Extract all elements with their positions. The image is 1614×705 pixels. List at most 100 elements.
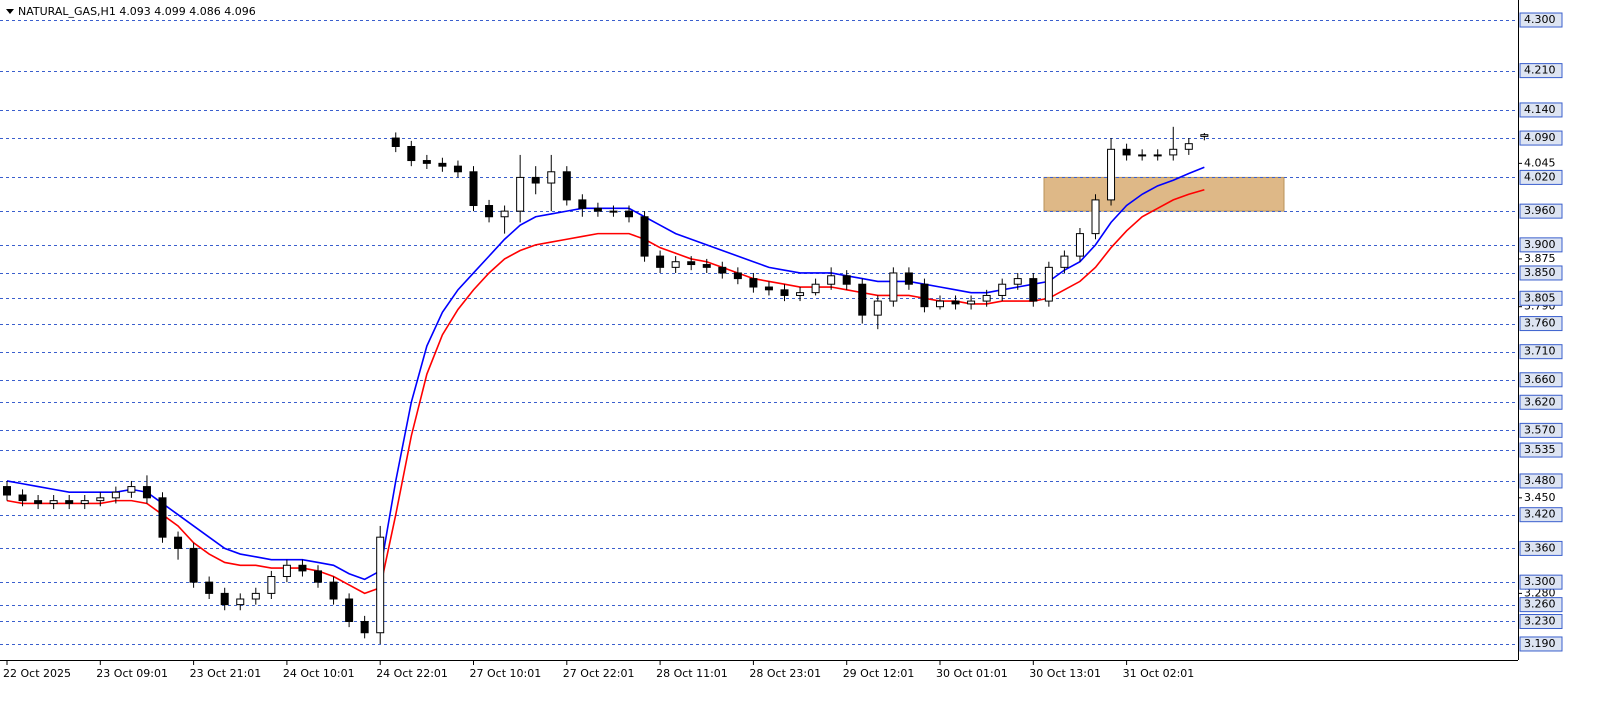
x-tick-label: 23 Oct 09:01 — [96, 667, 168, 680]
x-tick-label: 28 Oct 11:01 — [656, 667, 728, 680]
level-label: 3.570 — [1524, 423, 1556, 436]
moving-average-line — [6, 189, 1205, 595]
candle-body — [780, 289, 789, 296]
candle-body — [49, 500, 58, 504]
candle-body — [1091, 199, 1100, 235]
level-label-box — [1519, 394, 1563, 410]
candle-body — [80, 500, 89, 504]
candle-body — [1184, 143, 1193, 150]
candle-body — [236, 598, 245, 606]
x-tick-label: 30 Oct 01:01 — [936, 667, 1008, 680]
candle-body — [1060, 255, 1069, 268]
candle-body — [656, 255, 665, 268]
level-label-box — [1519, 473, 1563, 489]
candle-body — [205, 581, 214, 594]
candle-body — [111, 491, 120, 499]
candle-body — [251, 592, 260, 600]
level-label-box — [1519, 422, 1563, 438]
y-tick-label: 3.875 — [1524, 252, 1556, 265]
candle-body — [998, 283, 1007, 296]
x-tick-label: 28 Oct 23:01 — [749, 667, 821, 680]
candle-body — [562, 171, 571, 201]
candle-body — [314, 570, 322, 583]
level-label: 3.960 — [1524, 204, 1556, 217]
candle-body — [267, 576, 276, 594]
candle-body — [1200, 134, 1209, 137]
candle-body — [469, 171, 478, 207]
menu-arrow[interactable] — [6, 9, 14, 14]
candle-body — [438, 162, 447, 167]
candle-body — [391, 137, 400, 147]
candle-body — [640, 216, 649, 257]
candle-body — [34, 500, 43, 504]
level-label: 3.535 — [1524, 443, 1556, 456]
candle-body — [842, 275, 851, 285]
candle-body — [733, 272, 742, 280]
candle-body — [1122, 148, 1131, 156]
level-label: 3.900 — [1524, 238, 1556, 251]
candle-body — [360, 620, 369, 634]
x-tick-label: 30 Oct 13:01 — [1029, 667, 1101, 680]
y-tick-label: 4.045 — [1524, 156, 1556, 169]
candle-body — [547, 171, 556, 184]
candle-body — [967, 300, 976, 305]
candle-body — [407, 145, 416, 162]
level-label: 4.090 — [1524, 131, 1556, 144]
candle-body — [298, 564, 307, 572]
candle-body — [3, 486, 11, 496]
candle-body — [189, 547, 198, 583]
candle-body — [811, 283, 820, 294]
level-label-box — [1519, 344, 1563, 360]
level-label-box — [1519, 442, 1563, 458]
candle-body — [127, 486, 136, 493]
y-tick-label: 3.450 — [1524, 491, 1556, 504]
candle-body — [220, 592, 229, 606]
level-label-box — [1519, 290, 1563, 306]
candle-body — [671, 261, 680, 268]
level-label-box — [1519, 613, 1563, 629]
level-label: 4.020 — [1524, 170, 1556, 183]
candle-body — [1153, 154, 1162, 157]
candle-body — [174, 536, 183, 549]
candle-body — [625, 210, 633, 218]
level-label: 3.230 — [1524, 614, 1556, 627]
x-tick-label: 29 Oct 12:01 — [843, 667, 915, 680]
candle-body — [329, 581, 338, 600]
candle-body — [936, 300, 944, 308]
level-label-box — [1519, 169, 1563, 185]
candle-body — [531, 176, 540, 184]
level-label: 3.660 — [1524, 373, 1556, 386]
candle-body — [1044, 266, 1053, 302]
level-label: 3.620 — [1524, 395, 1556, 408]
candle-body — [749, 278, 758, 288]
candle-body — [1107, 148, 1116, 201]
chart-title: NATURAL_GAS,H1 4.093 4.099 4.086 4.096 — [18, 5, 256, 18]
candle-body — [422, 160, 431, 164]
level-label-box — [1519, 507, 1563, 523]
level-label-box — [1519, 63, 1563, 79]
level-label-box — [1519, 574, 1563, 590]
level-label: 4.210 — [1524, 64, 1556, 77]
x-tick-label: 22 Oct 2025 — [3, 667, 71, 680]
candle-body — [889, 272, 898, 302]
level-label-box — [1519, 203, 1563, 219]
level-label: 3.805 — [1524, 291, 1556, 304]
level-label-box — [1519, 372, 1563, 388]
candle-body — [158, 497, 167, 538]
candle-body — [65, 500, 74, 504]
candle-body — [904, 272, 913, 285]
candle-body — [516, 176, 525, 212]
level-label: 4.300 — [1524, 13, 1556, 26]
price-zone — [1043, 176, 1285, 212]
level-label-box — [1519, 316, 1563, 332]
candle-body — [1138, 154, 1147, 157]
level-label: 3.480 — [1524, 474, 1556, 487]
candle-body — [18, 494, 27, 502]
level-label-box — [1519, 237, 1563, 253]
x-tick-label: 23 Oct 21:01 — [190, 667, 262, 680]
level-label: 3.260 — [1524, 598, 1556, 611]
level-label-box — [1519, 102, 1563, 118]
candle-body — [1013, 278, 1022, 285]
candle-body — [485, 205, 494, 218]
